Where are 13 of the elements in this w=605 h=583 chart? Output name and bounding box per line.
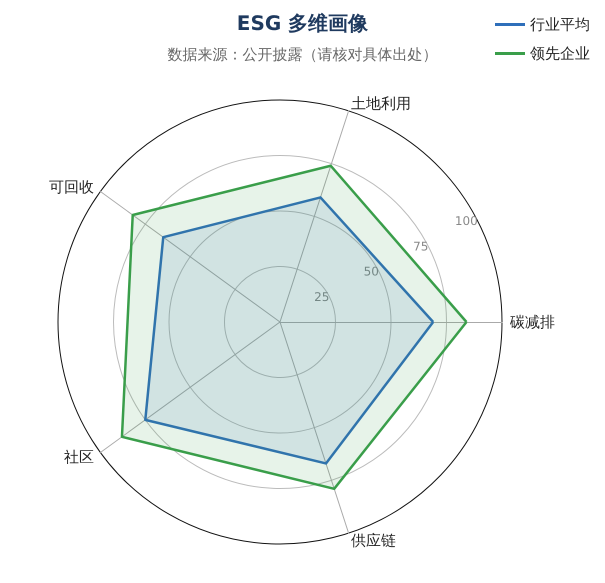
spoke-label: 社区	[64, 448, 94, 466]
text: 数据来源：公开披露（请核对具体出处）	[168, 46, 438, 64]
legend-label: 领先企业	[530, 44, 590, 62]
legend-label: 行业平均	[530, 16, 590, 34]
spoke-label: 可回收	[48, 178, 94, 196]
y-tick-label: 75	[413, 239, 428, 254]
y-tick-label: 25	[314, 290, 330, 304]
chart-title: ESG 多维画像	[236, 11, 370, 35]
spoke-label: 碳减排	[509, 313, 555, 331]
y-tick-label: 50	[364, 264, 379, 279]
y-tick-label: 100	[454, 214, 478, 228]
spoke-label: 土地利用	[351, 94, 412, 112]
spoke-label: 供应链	[351, 532, 396, 550]
